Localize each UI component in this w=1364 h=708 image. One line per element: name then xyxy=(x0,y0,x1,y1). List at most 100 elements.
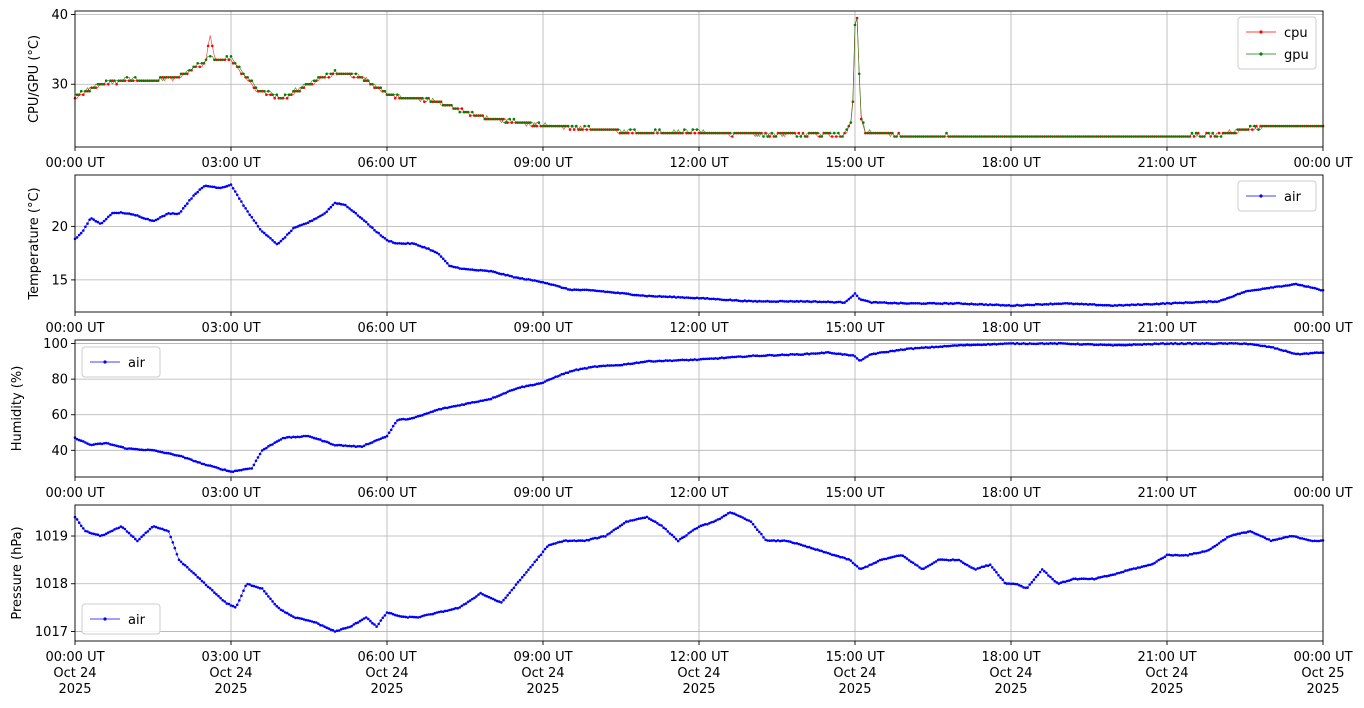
data-point xyxy=(367,223,370,226)
data-point xyxy=(1213,342,1217,346)
data-point xyxy=(183,72,187,76)
data-point xyxy=(851,294,855,298)
data-point xyxy=(356,214,360,217)
data-point xyxy=(810,352,813,355)
data-point xyxy=(1117,343,1121,347)
data-point xyxy=(627,520,630,523)
data-point xyxy=(1109,304,1113,307)
data-point xyxy=(899,348,903,351)
data-point xyxy=(693,358,697,361)
data-point xyxy=(649,131,653,135)
data-point xyxy=(703,357,707,361)
data-point xyxy=(835,300,838,304)
data-point xyxy=(238,197,241,200)
data-point xyxy=(803,352,807,356)
data-point xyxy=(1107,343,1111,347)
data-point xyxy=(483,398,487,402)
data-point xyxy=(789,299,792,303)
data-point xyxy=(1107,303,1111,307)
data-point xyxy=(1132,343,1135,346)
data-point xyxy=(161,76,164,79)
data-point xyxy=(835,135,838,138)
data-point xyxy=(783,131,786,135)
data-point xyxy=(396,242,399,245)
data-point xyxy=(589,537,593,541)
data-point xyxy=(177,454,181,458)
data-point xyxy=(1253,124,1256,128)
data-point xyxy=(1132,567,1135,570)
data-point xyxy=(88,443,91,446)
data-point xyxy=(868,300,871,304)
data-point xyxy=(1255,343,1258,347)
data-point xyxy=(235,603,239,607)
data-point xyxy=(741,131,744,135)
legend-label-air: air xyxy=(1284,190,1302,205)
series-air xyxy=(73,183,1325,308)
data-point xyxy=(1040,135,1044,138)
data-point xyxy=(849,121,853,124)
data-point xyxy=(922,346,925,350)
data-point xyxy=(82,527,85,530)
data-point xyxy=(317,215,320,219)
data-point xyxy=(111,79,114,82)
data-point xyxy=(412,615,416,619)
data-point xyxy=(1305,538,1308,541)
data-point xyxy=(916,346,919,350)
data-point xyxy=(731,511,734,515)
data-point xyxy=(984,343,988,347)
data-point xyxy=(722,298,726,302)
data-point xyxy=(687,532,690,535)
data-point xyxy=(1080,577,1083,580)
data-point xyxy=(614,291,618,295)
data-point xyxy=(716,297,719,301)
data-point xyxy=(119,445,123,449)
data-point xyxy=(202,581,206,584)
data-point xyxy=(728,356,732,359)
data-point xyxy=(437,407,441,411)
data-point xyxy=(1290,534,1294,538)
data-point xyxy=(1261,535,1264,538)
data-point xyxy=(793,300,796,303)
data-point xyxy=(966,563,969,567)
data-point xyxy=(774,300,778,304)
data-point xyxy=(537,280,541,283)
data-point xyxy=(853,23,857,27)
data-point xyxy=(308,435,312,438)
data-point xyxy=(425,412,428,415)
data-point xyxy=(107,442,110,445)
data-point xyxy=(999,576,1002,579)
data-point xyxy=(439,255,443,258)
data-point xyxy=(113,211,116,215)
data-point xyxy=(190,458,193,462)
data-point xyxy=(385,434,389,438)
data-point xyxy=(394,421,397,425)
data-point xyxy=(75,437,79,441)
data-point xyxy=(531,279,534,282)
data-point xyxy=(780,353,784,356)
x-tick-label: 21:00 UT xyxy=(1137,650,1196,665)
data-point xyxy=(1080,302,1083,306)
data-point xyxy=(1207,300,1210,303)
data-point xyxy=(82,440,85,443)
data-point xyxy=(306,221,310,224)
data-point xyxy=(483,594,487,597)
data-point xyxy=(645,515,649,519)
data-point xyxy=(685,296,688,299)
data-point xyxy=(439,610,443,613)
data-point xyxy=(932,346,936,349)
data-point xyxy=(770,353,774,357)
data-point xyxy=(841,353,844,356)
data-point xyxy=(778,353,782,357)
data-point xyxy=(570,288,574,292)
data-point xyxy=(810,546,813,550)
data-point xyxy=(1275,538,1279,541)
data-point xyxy=(1003,304,1007,307)
data-point xyxy=(102,533,106,537)
data-point xyxy=(887,350,890,354)
data-point xyxy=(96,442,100,446)
data-point xyxy=(685,358,688,362)
data-point xyxy=(1065,342,1069,346)
data-point xyxy=(651,360,655,363)
data-point xyxy=(674,131,678,135)
data-point xyxy=(870,301,873,305)
